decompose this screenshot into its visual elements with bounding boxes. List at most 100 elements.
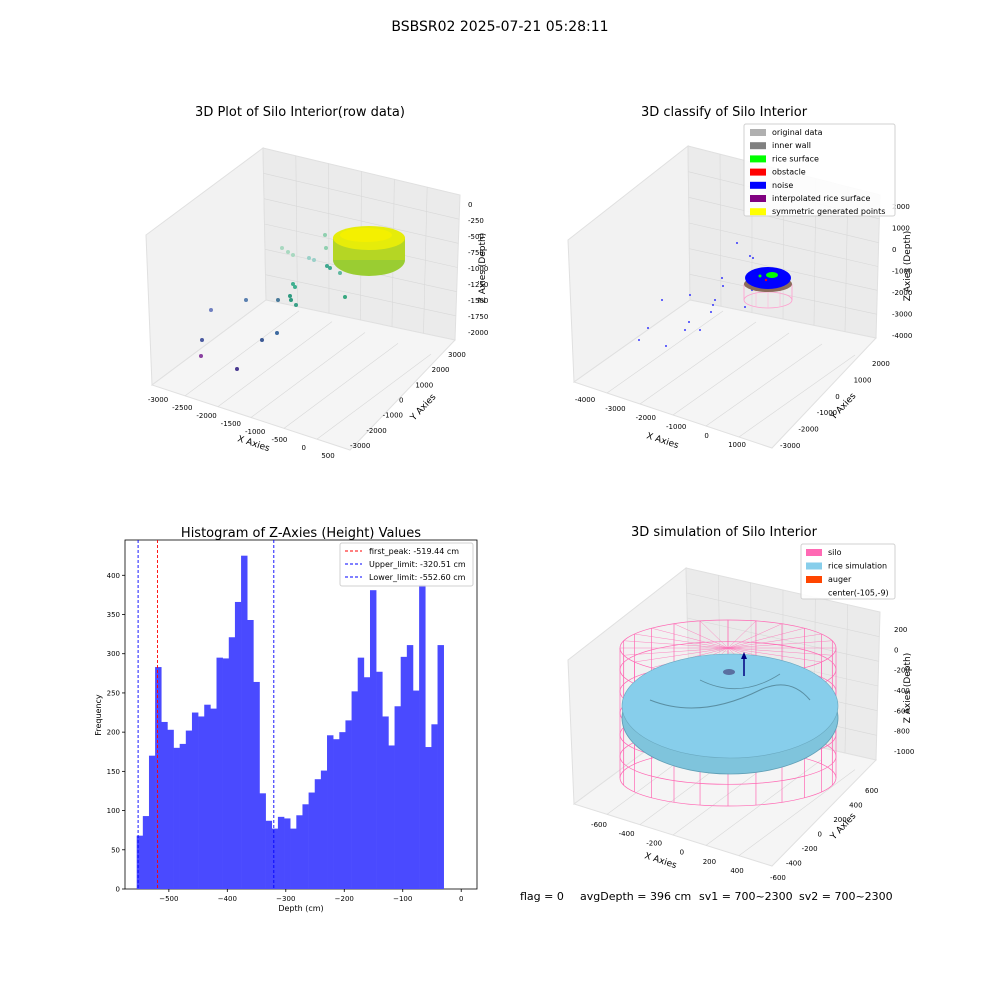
histogram-bar (314, 779, 322, 889)
legend-label: first_peak: -519.44 cm (369, 547, 459, 556)
histogram-bar (277, 816, 285, 889)
panel2-z-label: Z Axies (Depth) (903, 231, 913, 302)
legend-swatch (750, 195, 766, 202)
histogram-bar (148, 755, 156, 889)
x-tick-label: -4000 (575, 396, 595, 404)
legend-label: rice surface (772, 154, 819, 163)
noise-point (684, 329, 686, 331)
z-tick-label: 200 (894, 626, 907, 634)
panel4-x-label: X Axies (643, 851, 678, 871)
x-tick-label: −400 (218, 895, 237, 903)
z-tick-label: -400 (894, 687, 910, 695)
footer-sv1: sv1 = 700~2300 (699, 890, 793, 903)
histogram-bar (161, 721, 168, 889)
histogram-bar (296, 815, 303, 889)
noise-point (749, 255, 751, 257)
y-tick-label: 2000 (432, 366, 450, 374)
panel2-grid (606, 154, 880, 438)
scatter-point (293, 285, 297, 289)
legend-swatch (806, 549, 822, 556)
y-tick-label: 400 (107, 572, 120, 580)
y-tick-label: 0 (835, 393, 839, 401)
panel-simulation: 3D simulation of Silo Interior -600-400-… (567, 525, 914, 882)
x-tick-label: −100 (393, 895, 412, 903)
z-tick-label: 1000 (892, 225, 910, 233)
x-tick-label: -1500 (221, 420, 241, 428)
histogram-bar (327, 735, 334, 889)
histogram-bar (388, 745, 395, 889)
x-tick-label: 0 (704, 432, 708, 440)
noise-point (699, 329, 701, 331)
x-tick-label: 0 (459, 895, 463, 903)
scatter-point (291, 253, 295, 257)
y-tick-label: -3000 (350, 442, 370, 450)
panel1-z-ticks: 0 -250 -500 -750 -1000 -1250 -1500 -1750 -2000 (468, 201, 488, 337)
y-tick-label: 100 (107, 807, 120, 815)
histogram-bar (333, 739, 340, 889)
scatter-point (312, 258, 316, 262)
x-tick-label: -400 (619, 830, 635, 838)
histogram-bar (185, 730, 193, 889)
panel-classify: 3D classify of Silo Interior -4000-3000-… (567, 105, 913, 451)
x-tick-label: -500 (271, 436, 287, 444)
x-tick-label: 400 (730, 867, 743, 875)
z-tick-label: -200 (894, 667, 910, 675)
legend-swatch (750, 129, 766, 136)
histogram-bar (339, 732, 346, 889)
y-tick-label: 1000 (854, 376, 872, 384)
scatter-point (199, 354, 203, 358)
footer-flag: flag = 0 (520, 890, 564, 903)
y-tick-label: 2000 (872, 360, 890, 368)
legend-label: center(-105,-9) (828, 589, 889, 598)
scatter-point (338, 271, 342, 275)
panel3-title: Histogram of Z-Axies (Height) Values (181, 526, 421, 541)
legend-swatch (750, 168, 766, 176)
y-tick-label: 600 (865, 787, 878, 795)
z-tick-label: 0 (892, 246, 896, 254)
panel1-x-ticks: -3000 -2500 -2000 -1500 -1000 -500 0 500 (148, 396, 335, 460)
histogram-bar (302, 804, 309, 889)
scatter-point (280, 246, 284, 250)
histogram-bar (173, 747, 180, 889)
panel2-title: 3D classify of Silo Interior (641, 105, 808, 120)
y-tick-label: 200 (833, 816, 846, 824)
x-tick-label: -2000 (196, 412, 216, 420)
panel-raw-data: 3D Plot of Silo Interior(row data) -3000… (145, 105, 488, 460)
legend-label: Lower_limit: -552.60 cm (369, 573, 466, 582)
legend-swatch (806, 576, 822, 583)
z-tick-label: -500 (468, 233, 484, 241)
scatter-point (286, 250, 290, 254)
y-tick-label: 50 (111, 846, 120, 854)
scatter-point (324, 246, 328, 250)
figure-suptitle: BSBSR02 2025-07-21 05:28:11 (391, 19, 608, 35)
noise-point (714, 299, 716, 301)
histogram-bar (259, 793, 266, 889)
z-tick-label: -250 (468, 217, 484, 225)
panel1-rice-cluster (333, 226, 405, 276)
histogram-bar (198, 716, 205, 889)
x-tick-label: 500 (321, 452, 334, 460)
footer-status: flag = 0 avgDepth = 396 cm sv1 = 700~230… (520, 890, 893, 903)
noise-point (710, 311, 712, 313)
noise-point (722, 285, 724, 287)
panel2-x-label: X Axies (645, 431, 680, 451)
y-tick-label: 3000 (448, 351, 466, 359)
histogram-bar (412, 690, 420, 889)
noise-point (752, 257, 754, 259)
histogram-bar (419, 584, 426, 889)
histogram-bar (320, 770, 328, 889)
scatter-point (260, 338, 264, 342)
histogram-bar (290, 828, 297, 889)
scatter-point (294, 303, 298, 307)
histogram-bar (400, 656, 408, 889)
legend-label: obstacle (772, 168, 806, 177)
noise-point (661, 299, 663, 301)
panel2-z-ticks: 2000 1000 0 -1000 -2000 -3000 -4000 (892, 203, 912, 340)
footer-avg-depth: avgDepth = 396 cm (580, 890, 691, 903)
legend-label: symmetric generated points (772, 207, 885, 216)
panel1-y-label: Y Axies (408, 392, 438, 424)
legend-swatch (750, 155, 766, 163)
panel3-y-label: Frequency (94, 694, 103, 736)
legend-swatch (750, 181, 766, 189)
